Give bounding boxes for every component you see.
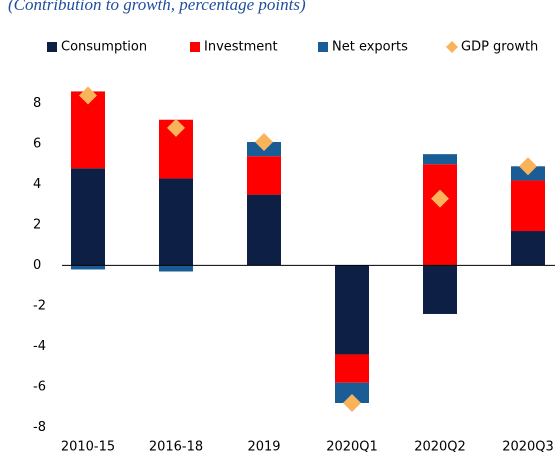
bar-segment [423,154,457,165]
chart-title: (Contribution to growth, percentage poin… [8,0,306,14]
bar-segment [423,164,457,266]
legend-marker [190,42,200,52]
gdp-marker [79,86,97,105]
y-tick-label: 6 [33,137,41,152]
legend-marker [318,42,328,52]
x-tick-label: 2016-18 [149,440,203,455]
gdp-marker [519,157,537,176]
y-tick-label: 8 [33,96,41,111]
bar-segment [159,265,193,272]
bar-segment [71,168,105,266]
bar-segment [247,156,281,195]
bar-segment [423,265,457,314]
legend-label: Investment [204,40,278,55]
y-tick-label: 0 [33,258,41,273]
gdp-marker [431,189,449,208]
x-tick-label: 2020Q3 [502,440,554,455]
y-tick-label: 4 [33,177,41,192]
legend-marker [47,42,57,52]
bar-segment [247,194,281,266]
bar-segment [511,180,545,232]
x-tick-label: 2020Q2 [414,440,466,455]
legend-label: Net exports [332,40,408,55]
gdp-marker [343,393,361,412]
legend-label: Consumption [61,40,147,55]
bar-segment [335,265,369,355]
gdp-marker [167,118,185,137]
x-tick-label: 2019 [247,440,280,455]
y-tick-label: 2 [33,217,41,232]
bar-segment [511,231,545,266]
gdp-marker [255,133,273,152]
y-tick-label: -2 [33,298,46,313]
x-tick-label: 2010-15 [61,440,115,455]
legend-marker [446,41,458,53]
bar-segment [71,265,105,270]
bar-segment [335,382,369,403]
legend-label: GDP growth [461,40,538,55]
y-tick-label: -6 [33,379,46,394]
bar-segment [335,354,369,383]
bar-segment [159,178,193,266]
y-tick-label: -8 [33,420,46,435]
y-tick-label: -4 [33,339,46,354]
x-tick-label: 2020Q1 [326,440,378,455]
